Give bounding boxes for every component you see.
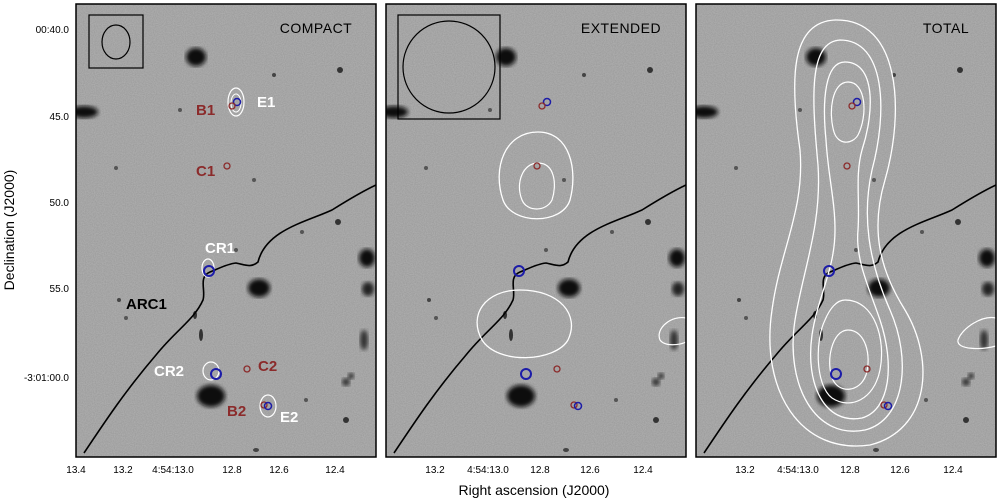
blue-marker [573,401,583,411]
blue-marker [852,97,862,107]
beam-box [397,14,501,120]
y-tick-label: 50.0 [50,198,70,209]
label-c1: C1 [196,163,215,180]
maroon-marker [863,365,871,373]
y-tick-label: 00:40.0 [36,25,70,36]
maroon-marker [260,401,268,409]
x-tick-labels-panel-2: 13.2 4:54:13.0 12.8 12.6 12.4 [425,465,653,476]
y-axis-label: Declination (J2000) [1,170,17,291]
beam-ellipse [101,24,131,60]
panel-title: COMPACT [280,20,352,36]
blue-marker [830,368,842,380]
blue-marker [542,97,552,107]
x-tick-label: 4:54:13.0 [777,465,819,476]
maroon-marker [533,162,541,170]
x-tick-label: 4:54:13.0 [467,465,509,476]
x-tick-label: 13.2 [425,465,445,476]
x-tick-label: 4:54:13.0 [152,465,194,476]
panel-title: TOTAL [923,20,969,36]
x-tick-label: 12.4 [633,465,653,476]
x-tick-labels-panel-1: 13.4 13.2 4:54:13.0 12.8 12.6 12.4 [66,465,345,476]
label-cr1: CR1 [205,240,235,257]
x-tick-label: 13.2 [735,465,755,476]
blue-marker [520,368,532,380]
x-axis-label: Right ascension (J2000) [459,482,610,498]
panel-total: TOTAL [695,3,997,458]
y-tick-label: 55.0 [50,284,70,295]
x-tick-label: 12.6 [580,465,600,476]
maroon-marker [553,365,561,373]
panel-title: EXTENDED [581,20,661,36]
blue-marker [883,401,893,411]
maroon-marker [223,162,231,170]
label-arc1: ARC1 [126,296,167,313]
maroon-marker [848,102,856,110]
y-tick-labels: 00:40.0 45.0 50.0 55.0 -3:01:00.0 [24,25,69,384]
maroon-marker [843,162,851,170]
label-e2: E2 [280,409,298,426]
blue-marker [203,265,215,277]
maroon-marker [228,102,236,110]
label-b1: B1 [196,102,215,119]
x-tick-label: 12.4 [943,465,963,476]
y-tick-label: 45.0 [50,112,70,123]
x-tick-label: 13.4 [66,465,86,476]
y-tick-label: -3:01:00.0 [24,373,69,384]
beam-box [88,14,144,69]
maroon-marker [243,365,251,373]
panel-extended: EXTENDED [385,3,687,458]
label-cr2: CR2 [154,363,184,380]
label-c2: C2 [258,358,277,375]
maroon-marker [570,401,578,409]
x-tick-label: 12.8 [530,465,550,476]
x-tick-label: 13.2 [113,465,133,476]
blue-marker [263,401,273,411]
x-tick-label: 12.4 [325,465,345,476]
maroon-marker [538,102,546,110]
blue-marker [232,97,242,107]
panel-compact: B1 E1 C1 CR1 ARC1 CR2 C2 B2 E2 COMPACT [75,3,377,458]
blue-marker [513,265,525,277]
x-tick-label: 12.8 [222,465,242,476]
label-e1: E1 [257,94,275,111]
x-tick-label: 12.6 [269,465,289,476]
blue-marker [823,265,835,277]
beam-circle [402,20,496,114]
x-tick-label: 12.6 [890,465,910,476]
maroon-marker [880,401,888,409]
blue-marker [210,368,222,380]
x-tick-labels-panel-3: 13.2 4:54:13.0 12.8 12.6 12.4 [735,465,963,476]
label-b2: B2 [227,403,246,420]
x-tick-label: 12.8 [840,465,860,476]
